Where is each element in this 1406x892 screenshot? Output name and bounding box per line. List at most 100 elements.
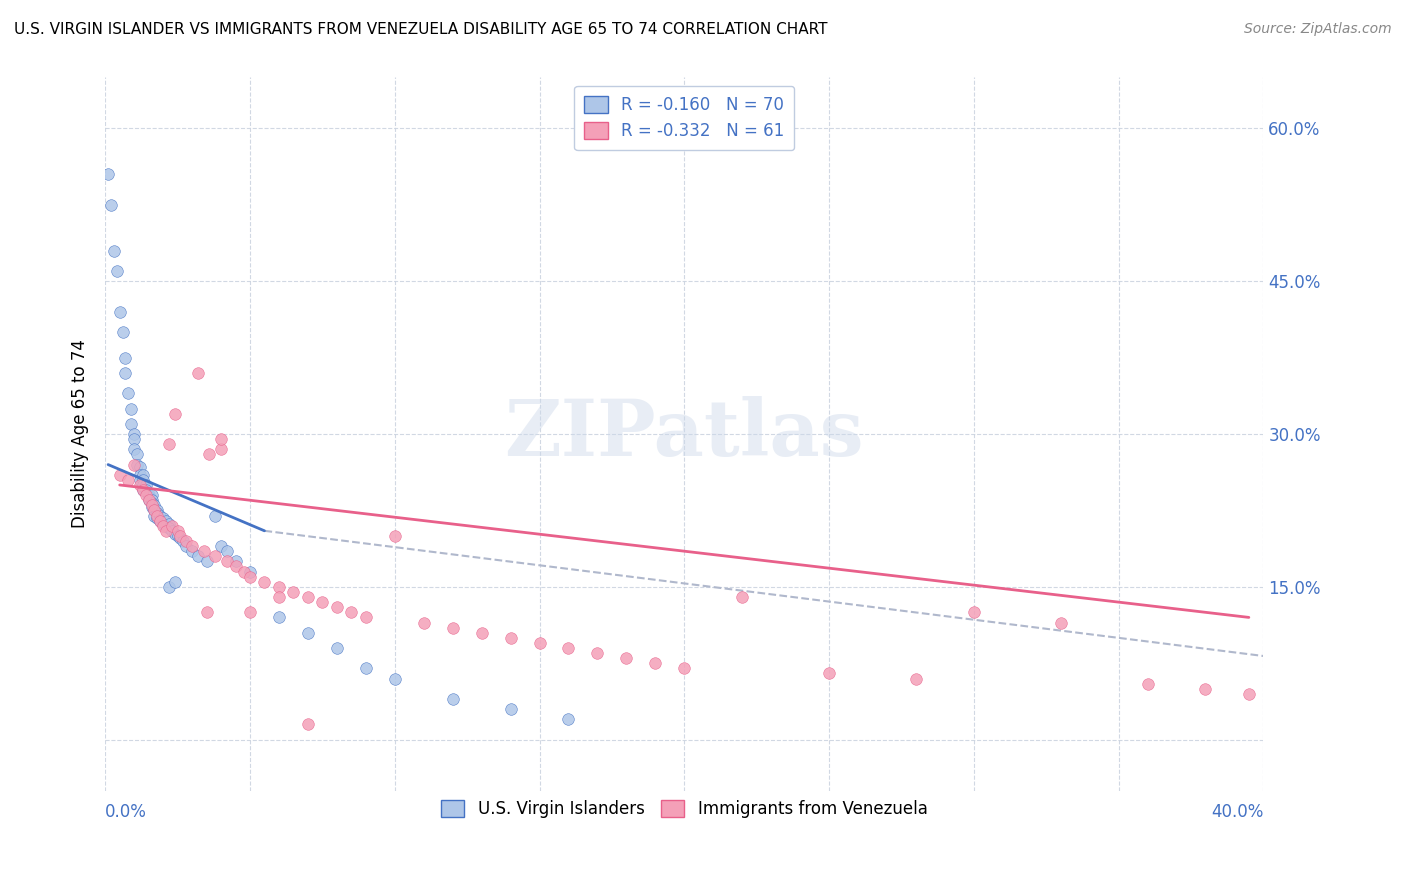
Point bbox=[198, 447, 221, 461]
Point bbox=[239, 569, 262, 583]
Point bbox=[100, 198, 122, 212]
Point bbox=[138, 493, 160, 508]
Point bbox=[108, 305, 131, 319]
Point bbox=[138, 493, 160, 508]
Point bbox=[157, 580, 180, 594]
Text: 0.0%: 0.0% bbox=[105, 803, 148, 821]
Point bbox=[172, 533, 194, 548]
Point bbox=[215, 554, 238, 568]
Point bbox=[149, 508, 172, 523]
Point bbox=[644, 657, 666, 671]
Point bbox=[195, 554, 218, 568]
Point bbox=[267, 610, 290, 624]
Point bbox=[117, 386, 139, 401]
Point bbox=[141, 499, 163, 513]
Point bbox=[117, 473, 139, 487]
Point bbox=[132, 473, 155, 487]
Point bbox=[135, 483, 157, 497]
Point bbox=[143, 499, 166, 513]
Point bbox=[157, 516, 180, 531]
Point bbox=[297, 717, 319, 731]
Point bbox=[122, 442, 145, 457]
Point bbox=[412, 615, 434, 630]
Point bbox=[152, 510, 174, 524]
Point bbox=[614, 651, 637, 665]
Point bbox=[283, 585, 305, 599]
Point bbox=[224, 554, 246, 568]
Text: 40.0%: 40.0% bbox=[1211, 803, 1264, 821]
Point bbox=[204, 508, 226, 523]
Point bbox=[125, 458, 148, 472]
Point bbox=[1136, 676, 1159, 690]
Legend: U.S. Virgin Islanders, Immigrants from Venezuela: U.S. Virgin Islanders, Immigrants from V… bbox=[434, 794, 935, 825]
Point bbox=[384, 672, 406, 686]
Point bbox=[731, 590, 754, 604]
Point bbox=[103, 244, 125, 258]
Point bbox=[146, 507, 169, 521]
Point bbox=[181, 539, 204, 553]
Point bbox=[143, 503, 166, 517]
Point bbox=[166, 524, 188, 538]
Point bbox=[169, 531, 191, 545]
Point bbox=[125, 447, 148, 461]
Point bbox=[340, 605, 363, 619]
Point bbox=[1194, 681, 1216, 696]
Point bbox=[384, 529, 406, 543]
Point bbox=[326, 600, 349, 615]
Point bbox=[963, 605, 986, 619]
Point bbox=[557, 640, 579, 655]
Point bbox=[138, 490, 160, 504]
Point bbox=[187, 549, 209, 564]
Point bbox=[267, 590, 290, 604]
Point bbox=[155, 524, 177, 538]
Point bbox=[1237, 687, 1260, 701]
Point bbox=[311, 595, 333, 609]
Point bbox=[146, 510, 169, 524]
Point bbox=[187, 366, 209, 380]
Point bbox=[129, 459, 152, 474]
Point bbox=[1049, 615, 1071, 630]
Point bbox=[204, 549, 226, 564]
Point bbox=[149, 514, 172, 528]
Text: ZIPatlas: ZIPatlas bbox=[505, 396, 865, 472]
Point bbox=[297, 590, 319, 604]
Point bbox=[132, 483, 155, 497]
Point bbox=[146, 508, 169, 523]
Point bbox=[166, 529, 188, 543]
Point bbox=[157, 437, 180, 451]
Point bbox=[152, 518, 174, 533]
Point bbox=[195, 605, 218, 619]
Point bbox=[441, 692, 464, 706]
Point bbox=[193, 544, 215, 558]
Point bbox=[904, 672, 927, 686]
Point bbox=[157, 521, 180, 535]
Point bbox=[354, 610, 377, 624]
Point bbox=[146, 503, 169, 517]
Point bbox=[129, 473, 152, 487]
Point bbox=[673, 661, 696, 675]
Point bbox=[120, 401, 142, 416]
Point bbox=[224, 559, 246, 574]
Point bbox=[354, 661, 377, 675]
Point bbox=[160, 518, 183, 533]
Point bbox=[586, 646, 609, 660]
Point bbox=[149, 514, 172, 528]
Point bbox=[122, 427, 145, 442]
Point bbox=[114, 366, 136, 380]
Point bbox=[143, 503, 166, 517]
Point bbox=[143, 508, 166, 523]
Point bbox=[297, 625, 319, 640]
Point bbox=[138, 488, 160, 502]
Point bbox=[114, 351, 136, 365]
Point bbox=[155, 514, 177, 528]
Point bbox=[108, 467, 131, 482]
Point bbox=[209, 442, 232, 457]
Point bbox=[141, 496, 163, 510]
Point bbox=[155, 518, 177, 533]
Point bbox=[174, 533, 197, 548]
Point bbox=[163, 574, 186, 589]
Point bbox=[557, 712, 579, 726]
Point bbox=[120, 417, 142, 431]
Point bbox=[209, 539, 232, 553]
Point bbox=[97, 167, 120, 181]
